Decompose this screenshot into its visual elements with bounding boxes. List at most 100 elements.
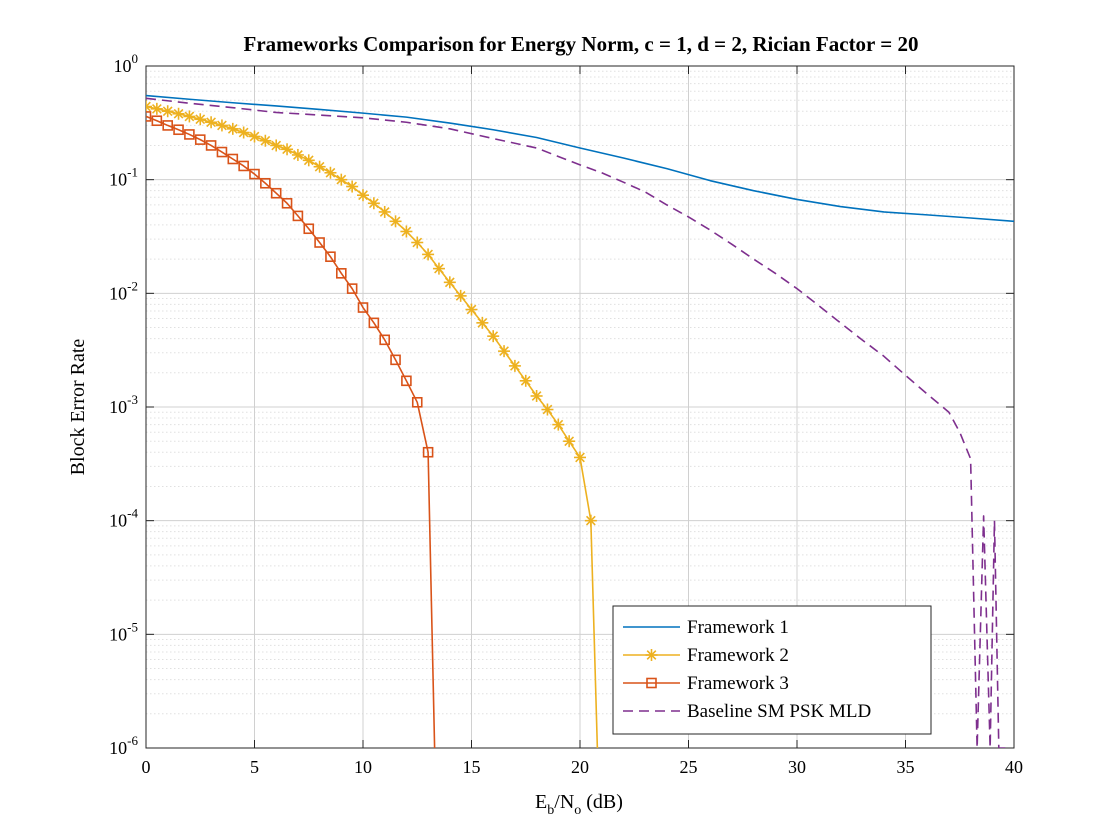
series-3-point (390, 354, 401, 366)
series-3-point (303, 223, 315, 235)
series-line-1 (146, 94, 1014, 223)
series-3-point (151, 115, 163, 127)
series-3-point (173, 124, 184, 136)
series-2-point (183, 110, 196, 123)
series-2-point (270, 139, 283, 152)
series-2-point (411, 236, 424, 249)
y-axis-label: Block Error Rate (67, 339, 89, 476)
x-label-tail: (dB) (581, 791, 623, 813)
series-3-point (227, 153, 239, 165)
series-2-point (357, 189, 369, 202)
series-3-point (281, 197, 293, 209)
y-tick-label: 10-6 (109, 733, 138, 758)
series-2-point (237, 126, 250, 139)
legend-label: Framework 3 (687, 673, 789, 694)
series-3-point (411, 396, 423, 408)
series-2-point (454, 289, 467, 302)
series-2-point (194, 113, 207, 126)
series-2-point (432, 262, 445, 275)
x-tick-label: 5 (250, 757, 259, 777)
series-3-point (422, 446, 434, 458)
series-2-point (313, 160, 326, 173)
series-3-point (346, 283, 358, 294)
series-2-point (302, 154, 315, 167)
x-tick-label: 40 (1005, 757, 1023, 777)
series-3-point (270, 187, 282, 199)
x-label-mid: /N (554, 791, 574, 813)
series-2-point (574, 451, 586, 464)
x-tick-label: 10 (354, 757, 372, 777)
series-2-point (422, 248, 435, 261)
series-2-point (281, 143, 294, 156)
legend-label: Framework 1 (687, 617, 789, 638)
series-3-point (335, 268, 347, 279)
y-tick-label: 10-5 (109, 619, 138, 644)
series-2-point (335, 173, 348, 186)
series-2-point (378, 205, 391, 218)
series-3-point (401, 375, 412, 387)
series-3-point (325, 251, 336, 263)
series-2-point (443, 276, 456, 289)
series-3-point (357, 302, 369, 313)
series-line-3 (146, 115, 436, 748)
x-tick-label: 0 (142, 757, 151, 777)
x-tick-label: 25 (680, 757, 698, 777)
y-tick-label: 100 (114, 51, 139, 76)
x-tick-label: 35 (897, 757, 915, 777)
series-2-point (584, 514, 597, 527)
legend-marker (645, 649, 658, 661)
series-2-point (205, 116, 218, 129)
x-axis-label: Eb/No (dB) (535, 791, 623, 818)
series-2-point (476, 316, 489, 329)
legend-marker (646, 677, 657, 689)
series-2-point (215, 119, 228, 132)
x-tick-label: 20 (571, 757, 589, 777)
series-2-point (498, 345, 511, 358)
y-tick-label: 10-4 (109, 506, 138, 531)
series-2-point (226, 122, 239, 135)
series-2 (146, 100, 599, 748)
series-3-point (238, 160, 249, 172)
series-3-point (249, 168, 260, 180)
series-2-point (552, 418, 565, 431)
y-tick-label: 10-2 (109, 278, 138, 303)
chart-title: Frameworks Comparison for Energy Norm, c… (244, 32, 919, 56)
series-3-point (314, 237, 325, 248)
series-2-point (487, 330, 500, 343)
x-tick-label: 30 (788, 757, 806, 777)
grid (145, 65, 1015, 749)
axis-ticks: 100 10-1 10-2 10-3 10-4 10-5 10-60 5 10 15 20 25 30 3… (109, 51, 1023, 777)
series-2-point (400, 225, 413, 238)
x-tick-label: 15 (463, 757, 481, 777)
x-label-sub1: b (547, 803, 554, 818)
series-3-point (368, 317, 380, 329)
series-2-point (161, 105, 174, 118)
series-2-point (248, 130, 261, 143)
legend-label: Framework 2 (687, 645, 789, 666)
series-3-point (260, 177, 271, 189)
series-3-point (184, 129, 195, 140)
series-3-point (146, 111, 152, 122)
series-2-point (563, 435, 576, 448)
series-3 (146, 111, 436, 748)
series-2-point (324, 166, 337, 179)
series-3-point (292, 210, 304, 222)
x-label-base: E (535, 791, 547, 813)
series-4 (146, 97, 1006, 748)
series-2-point (367, 197, 380, 210)
series-2-point (150, 102, 163, 115)
series-line-4 (146, 97, 1006, 748)
series-2-point (508, 359, 521, 372)
series-2-point (541, 403, 554, 416)
series-2-point (146, 100, 152, 113)
series-3-point (379, 334, 391, 346)
series-2-point (389, 215, 402, 228)
series-1 (146, 94, 1014, 223)
legend-label: Baseline SM PSK MLD (687, 701, 871, 722)
series-2-point (346, 180, 359, 193)
series-2-point (172, 107, 185, 120)
series-3-point (194, 134, 206, 145)
series-2-point (291, 148, 304, 161)
series-2-point (465, 303, 478, 316)
series-3-point (162, 120, 173, 131)
